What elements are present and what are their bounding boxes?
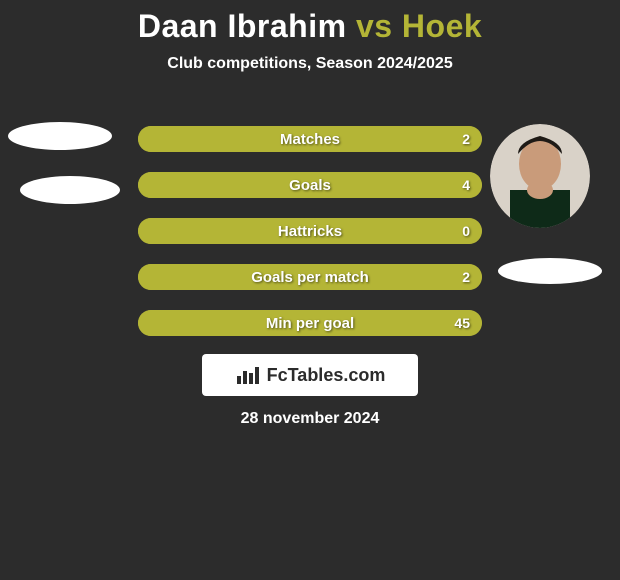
stat-bar-label: Hattricks [138, 218, 482, 244]
stat-bar-label: Matches [138, 126, 482, 152]
stat-bar: Min per goal45 [138, 310, 482, 336]
subtitle: Club competitions, Season 2024/2025 [0, 55, 620, 73]
title-vs: vs [356, 8, 393, 44]
stat-bar: Goals4 [138, 172, 482, 198]
player2-placeholder-oval [498, 258, 602, 284]
player1-placeholder-oval [8, 122, 112, 150]
stat-bar-value-right: 4 [462, 172, 470, 198]
stat-bar-label: Goals per match [138, 264, 482, 290]
date: 28 november 2024 [0, 410, 620, 428]
logo-text: FcTables.com [267, 365, 386, 386]
stat-bar-value-right: 45 [454, 310, 470, 336]
avatar-image [490, 124, 590, 228]
barchart-icon [235, 364, 261, 386]
stat-bar: Goals per match2 [138, 264, 482, 290]
title-player2: Hoek [402, 8, 482, 44]
stat-bar: Matches2 [138, 126, 482, 152]
page-title: Daan Ibrahim vs Hoek [0, 0, 620, 45]
player2-avatar [490, 124, 590, 228]
stat-bar-label: Min per goal [138, 310, 482, 336]
stat-bar-value-right: 2 [462, 264, 470, 290]
stat-bar: Hattricks0 [138, 218, 482, 244]
title-player1: Daan Ibrahim [138, 8, 347, 44]
stat-bar-value-right: 0 [462, 218, 470, 244]
player1-placeholder-oval [20, 176, 120, 204]
comparison-bars: Matches2Goals4Hattricks0Goals per match2… [138, 126, 482, 356]
source-logo: FcTables.com [202, 354, 418, 396]
stat-bar-value-right: 2 [462, 126, 470, 152]
stat-bar-label: Goals [138, 172, 482, 198]
